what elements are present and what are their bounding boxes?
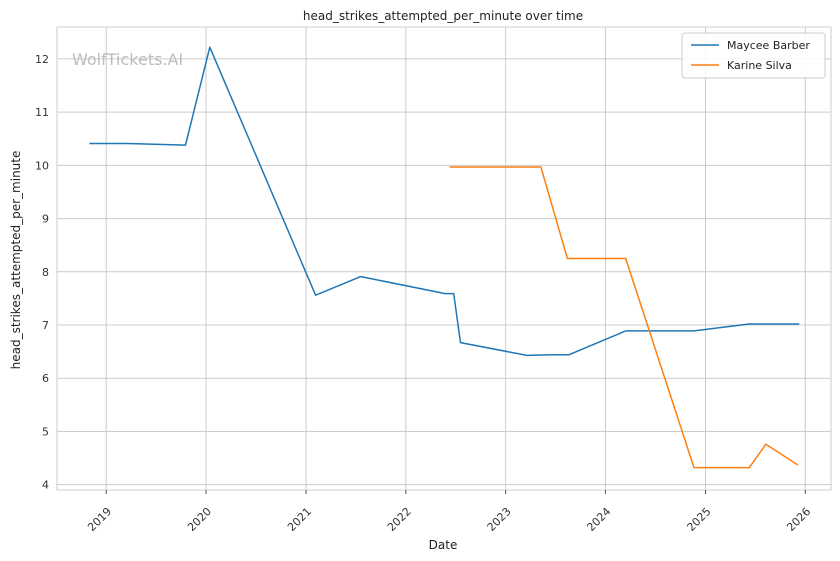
y-tick-labels: 4 5 6 7 8 9 10 11 12: [35, 53, 49, 492]
grid-lines: [57, 27, 831, 490]
plot-area-frame: [56, 26, 832, 491]
y-axis-title: head_strikes_attempted_per_minute: [9, 151, 23, 370]
y-tick-label: 9: [42, 213, 49, 226]
series-line-maycee-barber: [89, 46, 800, 357]
y-tick-label: 8: [42, 266, 49, 279]
watermark: WolfTickets.AI: [72, 50, 183, 69]
legend-label-karine-silva: Karine Silva: [727, 59, 792, 72]
x-tick-label: 2024: [584, 505, 613, 534]
y-tick-label: 5: [42, 425, 49, 438]
x-tick-label: 2022: [385, 505, 414, 534]
chart-title: head_strikes_attempted_per_minute over t…: [303, 9, 583, 23]
x-tick-label: 2023: [485, 505, 514, 534]
y-tick-label: 7: [42, 319, 49, 332]
y-tick-label: 12: [35, 53, 49, 66]
y-tick-label: 4: [42, 479, 49, 492]
x-tick-label: 2020: [185, 505, 214, 534]
legend-label-maycee-barber: Maycee Barber: [727, 39, 810, 52]
x-tick-label: 2019: [85, 505, 114, 534]
x-tick-label: 2026: [784, 505, 813, 534]
y-tick-label: 6: [42, 372, 49, 385]
series-lines: [89, 46, 800, 469]
x-tick-label: 2025: [685, 505, 714, 534]
x-tick-label: 2021: [285, 505, 314, 534]
x-axis-title: Date: [429, 538, 458, 552]
series-line-karine-silva: [449, 166, 799, 469]
y-tick-label: 10: [35, 159, 49, 172]
legend: Maycee Barber Karine Silva: [681, 32, 826, 79]
x-tick-labels: 2019 2020 2021 2022 2023 2024 2025 2026: [85, 490, 813, 534]
y-tick-label: 11: [35, 106, 49, 119]
